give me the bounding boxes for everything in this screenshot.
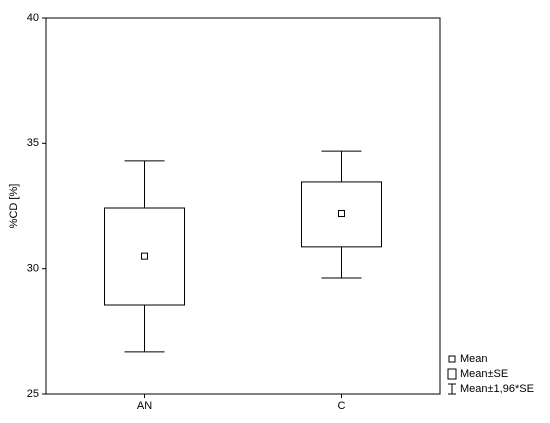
- se-box: [104, 207, 185, 306]
- legend-se-icon: [447, 368, 457, 380]
- y-tick-label: 30: [27, 263, 39, 275]
- legend-label: Mean±SE: [460, 368, 508, 380]
- mean-marker: [141, 252, 148, 260]
- mean-marker: [338, 210, 345, 218]
- x-tick-label: C: [338, 400, 346, 412]
- x-tick-label: AN: [137, 400, 152, 412]
- y-axis-label: %CD [%]: [8, 184, 20, 229]
- legend-label: Mean: [460, 353, 488, 365]
- plot-frame: [45, 17, 441, 395]
- legend-ci-icon: [448, 383, 456, 395]
- legend-label: Mean±1,96*SE: [460, 383, 534, 395]
- se-box: [301, 181, 382, 248]
- legend-mean-icon: [448, 355, 456, 363]
- y-tick-label: 25: [27, 388, 39, 400]
- y-tick-label: 35: [27, 137, 39, 149]
- y-tick-label: 40: [27, 12, 39, 24]
